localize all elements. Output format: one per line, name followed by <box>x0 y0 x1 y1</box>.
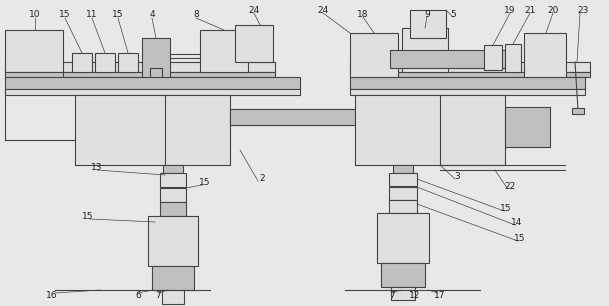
Bar <box>381 263 425 287</box>
Bar <box>350 77 585 89</box>
Text: 22: 22 <box>504 181 516 191</box>
Bar <box>200 30 248 72</box>
Bar <box>5 62 275 72</box>
Text: 12: 12 <box>409 292 421 300</box>
Text: 2: 2 <box>259 174 265 182</box>
Bar <box>389 200 417 213</box>
Bar <box>390 50 520 68</box>
Text: 7: 7 <box>389 292 395 300</box>
Text: 24: 24 <box>317 6 329 14</box>
Bar <box>5 77 300 89</box>
Bar <box>95 53 115 72</box>
Bar <box>150 68 162 78</box>
Bar <box>572 108 584 114</box>
Text: 10: 10 <box>29 9 41 18</box>
Bar <box>350 62 590 72</box>
Bar <box>505 44 521 72</box>
Text: 16: 16 <box>46 292 58 300</box>
Bar <box>118 53 138 72</box>
Text: 4: 4 <box>149 9 155 18</box>
Text: 7: 7 <box>155 292 161 300</box>
Text: 6: 6 <box>135 292 141 300</box>
Bar <box>160 202 186 216</box>
Text: 14: 14 <box>512 218 523 226</box>
Bar <box>5 72 63 80</box>
Bar <box>162 290 184 304</box>
Bar <box>5 30 63 72</box>
Bar <box>355 95 505 165</box>
Bar <box>5 89 300 95</box>
Bar <box>230 109 405 125</box>
Bar <box>72 53 92 72</box>
Text: 18: 18 <box>357 9 369 18</box>
Bar <box>505 107 550 147</box>
Text: 23: 23 <box>577 6 589 14</box>
Bar <box>142 38 170 78</box>
Bar <box>389 173 417 186</box>
Bar <box>377 213 429 263</box>
Bar <box>410 10 446 38</box>
Text: 9: 9 <box>424 9 430 18</box>
Text: 15: 15 <box>199 177 211 186</box>
Bar <box>160 188 186 202</box>
Text: 5: 5 <box>450 9 456 18</box>
Text: 15: 15 <box>514 233 526 242</box>
Bar <box>230 109 380 125</box>
Text: 21: 21 <box>524 6 536 14</box>
Text: 24: 24 <box>248 6 259 14</box>
Bar <box>5 72 275 77</box>
Bar <box>160 173 186 187</box>
Text: 20: 20 <box>547 6 558 14</box>
Bar <box>393 165 413 173</box>
Text: 13: 13 <box>91 162 103 171</box>
Bar <box>484 45 502 70</box>
Bar <box>350 33 398 77</box>
Bar <box>524 33 566 77</box>
Bar <box>75 95 230 165</box>
Text: 15: 15 <box>112 9 124 18</box>
Bar <box>402 28 448 72</box>
Text: 11: 11 <box>86 9 98 18</box>
Bar <box>350 72 590 77</box>
Bar <box>355 109 450 117</box>
Text: 15: 15 <box>500 203 512 212</box>
Bar <box>355 117 450 125</box>
Text: 19: 19 <box>504 6 516 14</box>
Bar <box>163 165 183 173</box>
Text: 8: 8 <box>193 9 199 18</box>
Bar <box>350 89 585 95</box>
Bar <box>389 187 417 200</box>
Text: 3: 3 <box>454 171 460 181</box>
Text: 15: 15 <box>59 9 71 18</box>
Text: 15: 15 <box>82 211 94 221</box>
Bar <box>152 266 194 290</box>
Bar <box>148 216 198 266</box>
Bar <box>235 25 273 62</box>
Text: 17: 17 <box>434 292 446 300</box>
Bar <box>391 287 415 300</box>
